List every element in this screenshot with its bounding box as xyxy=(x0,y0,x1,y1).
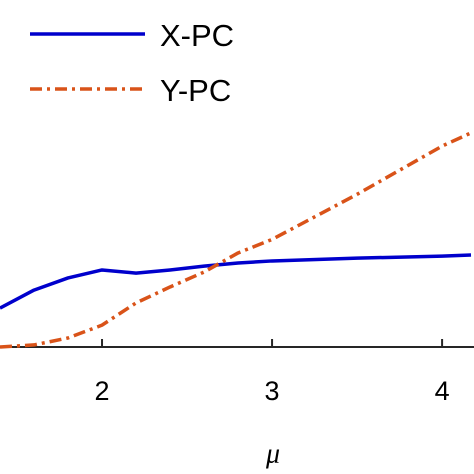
legend-label: Y-PC xyxy=(160,73,231,108)
data-line xyxy=(0,131,472,349)
data-line xyxy=(0,253,472,310)
x-tick-label: 3 xyxy=(265,376,280,406)
x-tick-label: 4 xyxy=(435,376,450,406)
x-axis-title: μ xyxy=(265,438,280,469)
legend-label: X-PC xyxy=(160,18,234,53)
x-tick-label: 2 xyxy=(95,376,110,406)
